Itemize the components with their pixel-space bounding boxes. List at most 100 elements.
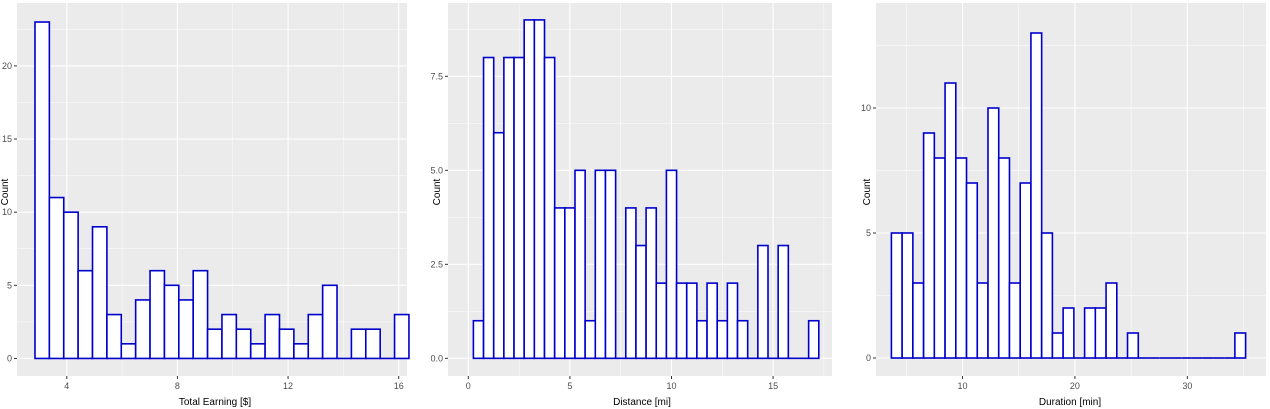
histogram-bar (543, 56, 556, 360)
histogram-bar (726, 282, 739, 360)
x-axis-title: Distance [mi] (613, 397, 671, 408)
histogram-bar (249, 343, 266, 360)
histogram-bar (472, 319, 485, 360)
x-tick-label: 16 (394, 381, 404, 391)
y-tick-label: 15 (2, 134, 12, 144)
histogram-bar (757, 244, 769, 360)
x-tick-label: 5 (567, 381, 572, 391)
histogram-bar (91, 226, 108, 360)
histogram-bar (503, 56, 515, 360)
histogram-bar (278, 328, 295, 360)
histogram-bar (685, 282, 698, 360)
axis-ticks: 0 5 10 15 0.0 2.5 5.0 7.5 (430, 71, 778, 391)
histogram-bar (922, 132, 936, 359)
histogram-bar (235, 328, 252, 360)
histogram-bar (594, 169, 607, 360)
histogram-bar (533, 19, 546, 360)
histogram-bar (77, 269, 94, 360)
histogram-bar (564, 207, 576, 360)
histogram-bar (933, 157, 946, 359)
bars (34, 21, 410, 360)
x-tick-label: 30 (1182, 381, 1192, 391)
histogram-bar (264, 313, 281, 360)
histogram-bar (34, 21, 51, 360)
histogram-bar (307, 313, 324, 360)
bars (890, 32, 1247, 359)
histogram-bar (1008, 282, 1021, 359)
histogram-bar (523, 19, 536, 360)
y-tick-label: 0 (866, 353, 871, 363)
x-tick-label: 15 (768, 381, 778, 391)
histogram-bar (1234, 332, 1247, 359)
histogram-bar (1094, 307, 1107, 359)
histogram-bar (553, 207, 566, 360)
histogram-bar (120, 343, 137, 360)
y-tick-label: 5 (866, 228, 871, 238)
histogram-bar (206, 328, 223, 360)
histogram-bar (912, 282, 925, 359)
histogram-bar (62, 211, 79, 360)
x-axis-title: Total Earning [$] (179, 397, 251, 408)
histogram-bar (492, 131, 505, 360)
histogram-bar (890, 232, 903, 359)
histogram-bar (1126, 332, 1140, 359)
histogram-bar (106, 313, 123, 360)
histogram-bar (513, 56, 525, 360)
histogram-bar (1030, 32, 1043, 359)
histogram-bar (665, 169, 678, 360)
histogram-bar (350, 328, 367, 360)
x-tick-label: 0 (466, 381, 471, 391)
y-axis-title: Count (432, 178, 443, 205)
x-tick-label: 8 (175, 381, 180, 391)
histogram-bar (48, 196, 65, 360)
y-axis-title: Count (862, 178, 873, 205)
histogram-bar (163, 284, 180, 360)
histogram-duration: 10 20 30 0 5 10 Duration [min] Count (861, 3, 1266, 408)
histogram-bar (997, 157, 1011, 359)
histogram-bar (807, 319, 820, 360)
y-tick-label: 7.5 (430, 71, 443, 81)
histogram-bar (655, 282, 668, 360)
histogram-bar (1019, 182, 1032, 359)
y-tick-label: 0 (7, 353, 12, 363)
histogram-bar (901, 232, 914, 359)
bars (472, 19, 820, 360)
histogram-distance: 0 5 10 15 0.0 2.5 5.0 7.5 Distance [mi] Count (430, 3, 832, 408)
y-tick-label: 5 (7, 280, 12, 290)
histogram-bar (604, 169, 617, 360)
histogram-bar (944, 82, 957, 359)
histogram-bar (364, 328, 381, 360)
histogram-bar (675, 282, 688, 360)
x-tick-label: 4 (64, 381, 69, 391)
histogram-bar (624, 207, 637, 360)
histogram-bar (482, 56, 495, 360)
histogram-bar (1051, 332, 1064, 359)
histogram-bar (149, 269, 166, 360)
histogram-bar (635, 244, 647, 360)
histogram-bar (1040, 232, 1054, 359)
histogram-bar (954, 157, 968, 359)
histogram-bar (706, 282, 719, 360)
histogram-bar (736, 319, 749, 360)
y-tick-label: 10 (2, 207, 12, 217)
histogram-bar (1062, 307, 1075, 359)
histogram-bar (696, 319, 708, 360)
histogram-bar (976, 282, 989, 359)
y-tick-label: 0.0 (430, 353, 443, 363)
x-tick-label: 20 (1070, 381, 1080, 391)
histogram-total-earning: 4 8 12 16 0 5 10 15 20 Total Earning [$] Count (0, 3, 410, 408)
y-tick-label: 5.0 (430, 165, 443, 175)
histogram-bar (1105, 282, 1118, 359)
histogram-bar (965, 182, 979, 359)
histogram-bar (716, 319, 729, 360)
y-axis-title: Count (0, 178, 11, 205)
histogram-bar (221, 313, 238, 360)
axis-ticks: 4 8 12 16 0 5 10 15 20 (2, 61, 404, 391)
x-tick-label: 12 (283, 381, 293, 391)
histogram-bar (1083, 307, 1097, 359)
histogram-bar (987, 107, 1000, 359)
histogram-bar (393, 313, 410, 360)
histogram-bar (293, 343, 310, 360)
axis-ticks: 10 20 30 0 5 10 (861, 103, 1192, 391)
